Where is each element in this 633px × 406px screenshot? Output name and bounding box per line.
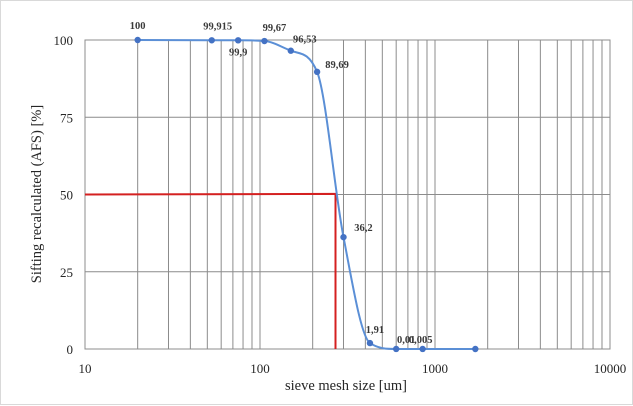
data-label: 0,005 [409,335,433,346]
data-label: 89,69 [325,60,349,71]
axes: 0 25 50 75 100 10 100 1000 10000 [54,33,627,376]
x-tick-label: 1000 [422,361,448,376]
y-tick-label: 0 [67,342,74,357]
data-label: 99,915 [203,21,232,32]
grid [84,39,611,350]
data-point [313,68,321,76]
y-tick-label: 50 [60,188,73,203]
data-point [261,37,268,45]
data-point [208,37,215,44]
data-point [392,345,400,353]
data-label: 0,01 [397,335,415,346]
reference-lines [84,192,337,349]
x-axis-title: sieve mesh size [um] [285,378,407,394]
y-axis-title: Sifting recalculated (AFS) [%] [29,105,45,283]
data-label: 99,9 [229,47,247,58]
series [134,36,479,353]
data-label: 1,91 [366,325,384,336]
data-label: 36,2 [354,223,372,234]
data-labels: 100 99,915 99,9 99,67 96,53 89,69 36,2 1,91 0,01… [130,21,433,346]
data-point [287,47,295,54]
data-point [134,36,141,44]
data-point [419,345,426,353]
data-point [472,345,479,353]
x-tick-label: 10 [79,361,92,376]
y-tick-label: 75 [60,110,73,125]
x-tick-label: 100 [250,361,270,376]
data-label: 100 [130,21,146,32]
data-point [340,233,347,241]
reference-line [84,192,337,349]
data-point [234,37,242,44]
y-tick-label: 100 [54,33,74,48]
x-tick-label: 10000 [594,361,627,376]
data-label: 99,67 [263,23,287,34]
data-label: 96,53 [293,35,317,46]
data-point [366,339,374,347]
y-tick-label: 25 [60,265,73,280]
